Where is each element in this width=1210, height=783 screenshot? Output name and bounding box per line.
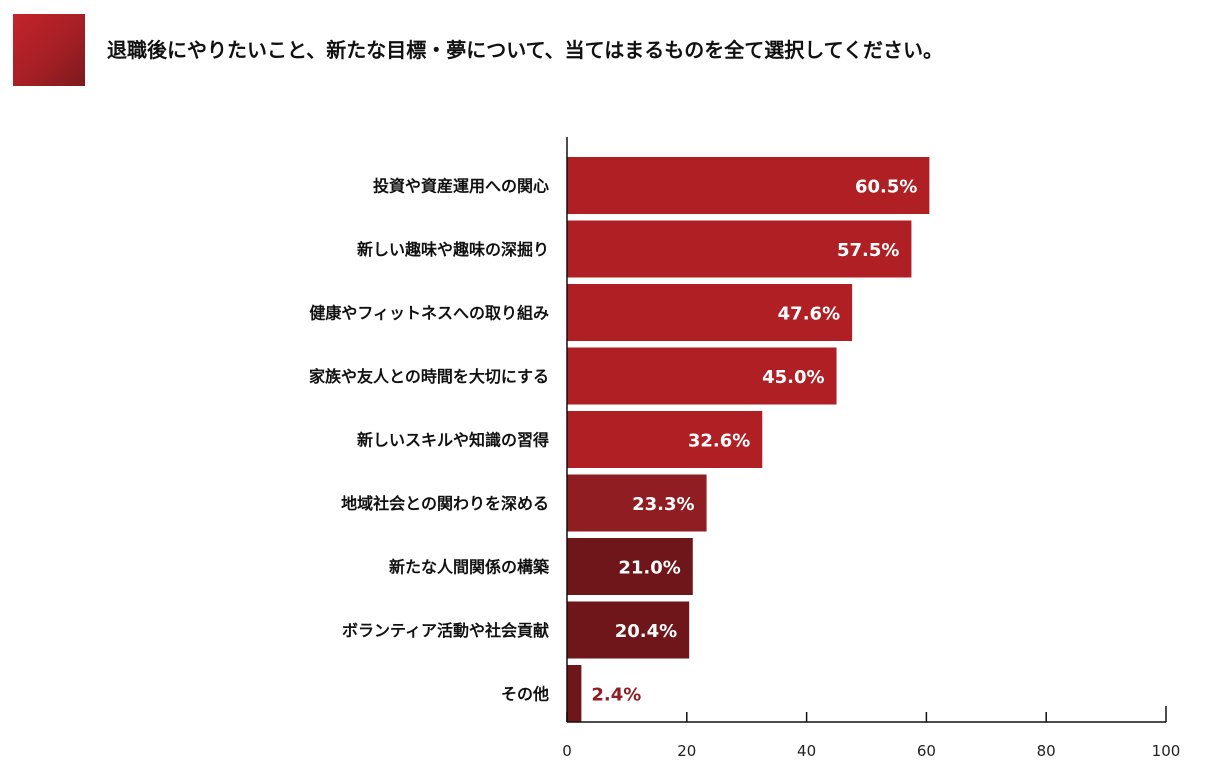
- value-label: 45.0%: [762, 367, 824, 388]
- bar: [567, 601, 690, 659]
- category-label: 健康やフィットネスへの取り組み: [309, 304, 549, 323]
- category-label: 新たな人間関係の構築: [389, 558, 550, 577]
- bar: [567, 347, 837, 405]
- chart-title: 退職後にやりたいこと、新たな目標・夢について、当てはまるものを全て選択してくださ…: [107, 38, 943, 62]
- value-label: 21.0%: [618, 558, 680, 579]
- category-label: 新しいスキルや知識の習得: [357, 431, 549, 450]
- x-tick-label: 0: [562, 742, 572, 760]
- bar: [567, 220, 912, 278]
- bar: [567, 411, 763, 468]
- value-label: 23.3%: [632, 494, 694, 515]
- bar: [567, 665, 582, 722]
- value-label: 32.6%: [688, 431, 750, 452]
- bar: [567, 474, 707, 532]
- x-tick-label: 20: [677, 742, 696, 760]
- value-label: 20.4%: [615, 621, 677, 642]
- category-label: その他: [501, 685, 549, 704]
- category-label: 投資や資産運用への関心: [373, 177, 549, 196]
- bar: [567, 157, 930, 214]
- value-label: 60.5%: [855, 177, 917, 198]
- category-label: ボランティア活動や社会貢献: [342, 621, 549, 640]
- x-tick-label: 60: [917, 742, 936, 760]
- bar: [567, 284, 853, 341]
- category-label: 新しい趣味や趣味の深掘り: [357, 240, 549, 259]
- header: 退職後にやりたいこと、新たな目標・夢について、当てはまるものを全て選択してくださ…: [13, 14, 1193, 86]
- x-tick-label: 80: [1037, 742, 1056, 760]
- title-badge: [13, 14, 85, 86]
- bar: [567, 538, 693, 595]
- category-label: 家族や友人との時間を大切にする: [309, 367, 549, 386]
- value-label: 2.4%: [591, 685, 641, 706]
- x-tick-label: 40: [797, 742, 816, 760]
- value-label: 47.6%: [778, 304, 840, 325]
- x-tick-label: 100: [1152, 742, 1181, 760]
- category-label: 地域社会との関わりを深める: [341, 494, 549, 513]
- value-label: 57.5%: [837, 240, 899, 261]
